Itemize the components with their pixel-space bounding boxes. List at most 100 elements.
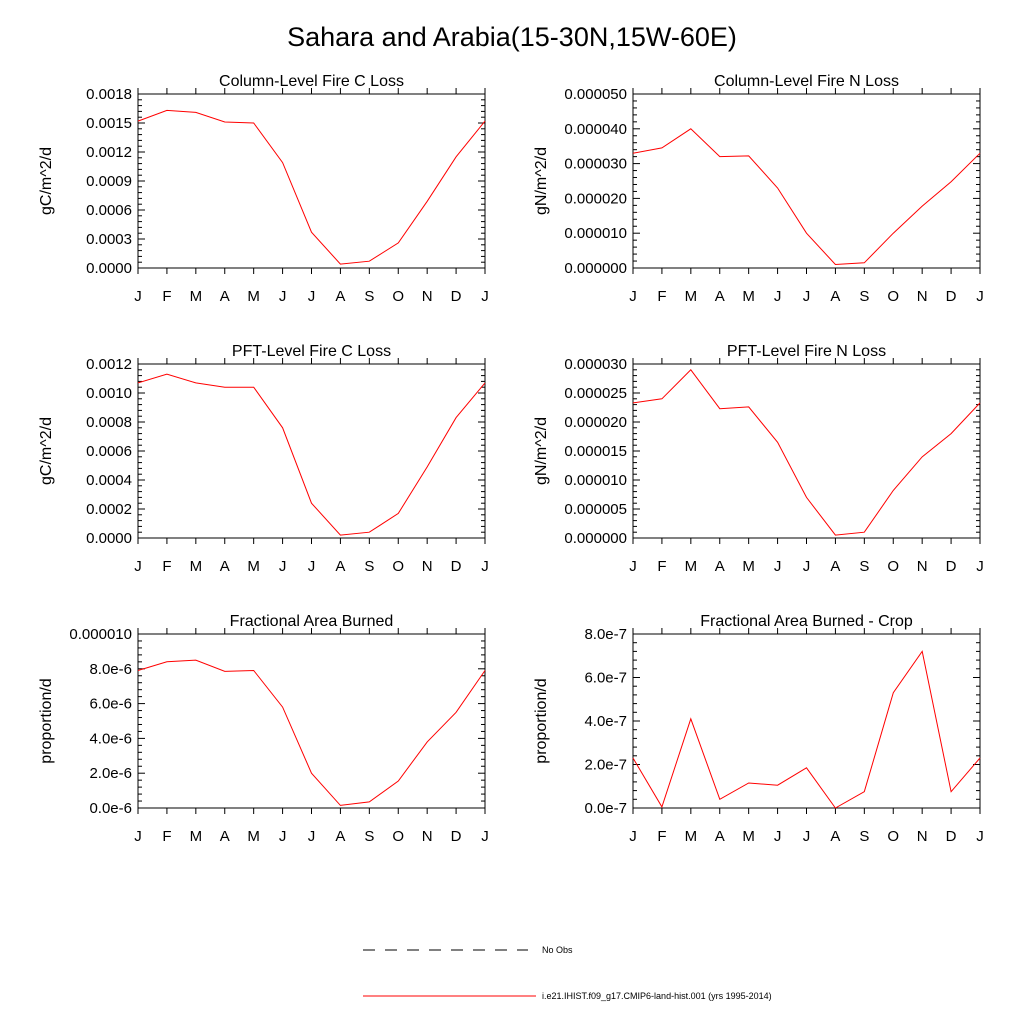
- x-tick-label: O: [392, 288, 404, 305]
- x-tick-label: F: [162, 558, 171, 575]
- y-tick-label: 2.0e-7: [584, 757, 627, 774]
- x-tick-label: J: [803, 828, 811, 845]
- x-tick-label: M: [685, 558, 698, 575]
- series-line: [632, 369, 981, 536]
- x-tick-label: A: [220, 558, 230, 575]
- x-tick-label: S: [859, 828, 869, 845]
- y-tick-label: 0.000025: [564, 385, 627, 402]
- y-tick-label: 0.0015: [86, 115, 132, 132]
- plot-frame: [632, 363, 981, 539]
- chart-panel-4: PFT-Level Fire N Loss gN/m^2/d 0.000000 0.0…: [533, 343, 984, 575]
- x-tick-label: O: [392, 558, 404, 575]
- y-tick-label: 0.0012: [86, 144, 132, 161]
- chart-panel-6: Fractional Area Burned - Crop proportion/…: [533, 613, 984, 845]
- x-tick-label: A: [220, 828, 230, 845]
- x-tick-label: A: [715, 828, 725, 845]
- x-tick-label: F: [657, 288, 666, 305]
- x-tick-label: A: [220, 288, 230, 305]
- y-tick-label: 0.0006: [86, 202, 132, 219]
- x-tick-label: A: [830, 558, 840, 575]
- y-axis-label: gN/m^2/d: [533, 417, 550, 485]
- chart-panel-2: Column-Level Fire N Loss gN/m^2/d 0.000000…: [533, 73, 984, 305]
- x-tick-label: N: [422, 558, 433, 575]
- x-tick-label: A: [830, 288, 840, 305]
- x-tick-label: M: [742, 558, 755, 575]
- chart-panel-1: Column-Level Fire C Loss gC/m^2/d 0.0000 0.…: [38, 73, 489, 305]
- x-tick-label: J: [803, 288, 811, 305]
- x-tick-label: M: [190, 558, 203, 575]
- x-tick-label: J: [481, 288, 489, 305]
- y-tick-label: 8.0e-6: [89, 661, 132, 678]
- plot-frame: [632, 633, 981, 809]
- x-tick-label: J: [134, 558, 142, 575]
- x-tick-label: A: [335, 558, 345, 575]
- x-tick-label: M: [742, 828, 755, 845]
- x-tick-label: O: [392, 828, 404, 845]
- legend: No Obs i.e21.IHIST.f09_g17.CMIP6-land-hi…: [363, 945, 772, 1001]
- x-tick-label: M: [742, 288, 755, 305]
- x-tick-label: D: [451, 288, 462, 305]
- y-tick-label: 0.000010: [564, 472, 627, 489]
- x-tick-label: N: [917, 558, 928, 575]
- x-tick-label: J: [279, 288, 287, 305]
- y-tick-label: 0.000000: [564, 260, 627, 277]
- x-tick-label: M: [247, 288, 260, 305]
- chart-title: Fractional Area Burned - Crop: [700, 613, 913, 630]
- x-tick-label: O: [887, 288, 899, 305]
- y-tick-label: 0.0010: [86, 385, 132, 402]
- x-tick-label: S: [859, 558, 869, 575]
- x-tick-label: D: [451, 558, 462, 575]
- x-tick-label: J: [629, 288, 637, 305]
- y-tick-label: 0.000015: [564, 443, 627, 460]
- x-tick-label: N: [917, 828, 928, 845]
- y-tick-label: 0.0006: [86, 443, 132, 460]
- x-tick-label: J: [308, 558, 316, 575]
- x-tick-label: M: [190, 828, 203, 845]
- y-tick-label: 0.0018: [86, 86, 132, 103]
- x-tick-label: M: [247, 558, 260, 575]
- chart-title: Column-Level Fire C Loss: [219, 73, 404, 90]
- plot-frame: [137, 363, 486, 539]
- x-tick-label: J: [774, 828, 782, 845]
- y-tick-label: 0.0012: [86, 356, 132, 373]
- legend-no-obs-label: No Obs: [542, 945, 573, 955]
- y-tick-label: 2.0e-6: [89, 765, 132, 782]
- x-tick-label: A: [715, 558, 725, 575]
- series-line: [137, 109, 486, 265]
- x-tick-label: J: [629, 558, 637, 575]
- y-tick-label: 6.0e-6: [89, 696, 132, 713]
- x-tick-label: S: [364, 288, 374, 305]
- y-tick-label: 0.000010: [69, 626, 132, 643]
- x-tick-label: N: [917, 288, 928, 305]
- series-line: [632, 650, 981, 809]
- chart-title: PFT-Level Fire N Loss: [727, 343, 886, 360]
- y-tick-label: 0.000020: [564, 414, 627, 431]
- chart-title: Fractional Area Burned: [230, 613, 394, 630]
- x-tick-label: M: [247, 828, 260, 845]
- y-tick-label: 0.000040: [564, 121, 627, 138]
- x-tick-label: J: [308, 288, 316, 305]
- y-tick-label: 0.000010: [564, 225, 627, 242]
- x-tick-label: F: [657, 828, 666, 845]
- y-tick-label: 0.0002: [86, 501, 132, 518]
- x-tick-label: M: [685, 288, 698, 305]
- y-tick-label: 0.0004: [86, 472, 132, 489]
- y-tick-label: 6.0e-7: [584, 670, 627, 687]
- series-line: [137, 659, 486, 806]
- chart-panel-3: PFT-Level Fire C Loss gC/m^2/d 0.0000 0.000…: [38, 343, 489, 575]
- y-axis-label: gC/m^2/d: [38, 417, 55, 485]
- x-tick-label: D: [946, 288, 957, 305]
- chart-title: PFT-Level Fire C Loss: [232, 343, 391, 360]
- x-tick-label: J: [976, 558, 984, 575]
- x-tick-label: A: [335, 828, 345, 845]
- y-tick-label: 0.0008: [86, 414, 132, 431]
- plot-frame: [137, 93, 486, 269]
- y-tick-label: 0.000005: [564, 501, 627, 518]
- y-tick-label: 0.000030: [564, 156, 627, 173]
- legend-model-label: i.e21.IHIST.f09_g17.CMIP6-land-hist.001 …: [542, 991, 772, 1001]
- x-tick-label: A: [830, 828, 840, 845]
- x-tick-label: J: [774, 558, 782, 575]
- x-tick-label: J: [134, 288, 142, 305]
- x-tick-label: S: [859, 288, 869, 305]
